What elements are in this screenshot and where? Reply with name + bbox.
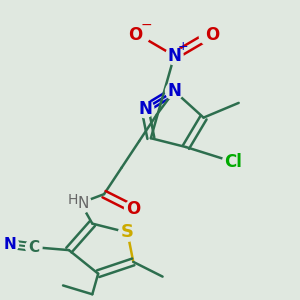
Circle shape <box>223 152 243 172</box>
Circle shape <box>136 100 154 118</box>
Circle shape <box>166 47 183 64</box>
Circle shape <box>26 239 42 255</box>
Text: C: C <box>28 240 39 255</box>
Text: N: N <box>78 196 89 211</box>
Circle shape <box>199 25 220 46</box>
Circle shape <box>2 236 19 253</box>
Circle shape <box>129 25 149 46</box>
Circle shape <box>119 224 136 241</box>
Text: N: N <box>167 47 181 65</box>
Text: H: H <box>68 193 79 207</box>
Text: O: O <box>205 26 220 44</box>
Text: −: − <box>141 18 152 32</box>
Text: S: S <box>121 224 134 242</box>
Text: Cl: Cl <box>224 153 242 171</box>
Text: +: + <box>178 40 188 53</box>
Text: N: N <box>138 100 152 118</box>
Circle shape <box>124 200 142 218</box>
Text: N: N <box>167 82 181 100</box>
Text: O: O <box>126 200 140 218</box>
Circle shape <box>70 193 91 213</box>
Text: O: O <box>128 26 143 44</box>
Circle shape <box>166 82 183 100</box>
Text: N: N <box>4 237 17 252</box>
